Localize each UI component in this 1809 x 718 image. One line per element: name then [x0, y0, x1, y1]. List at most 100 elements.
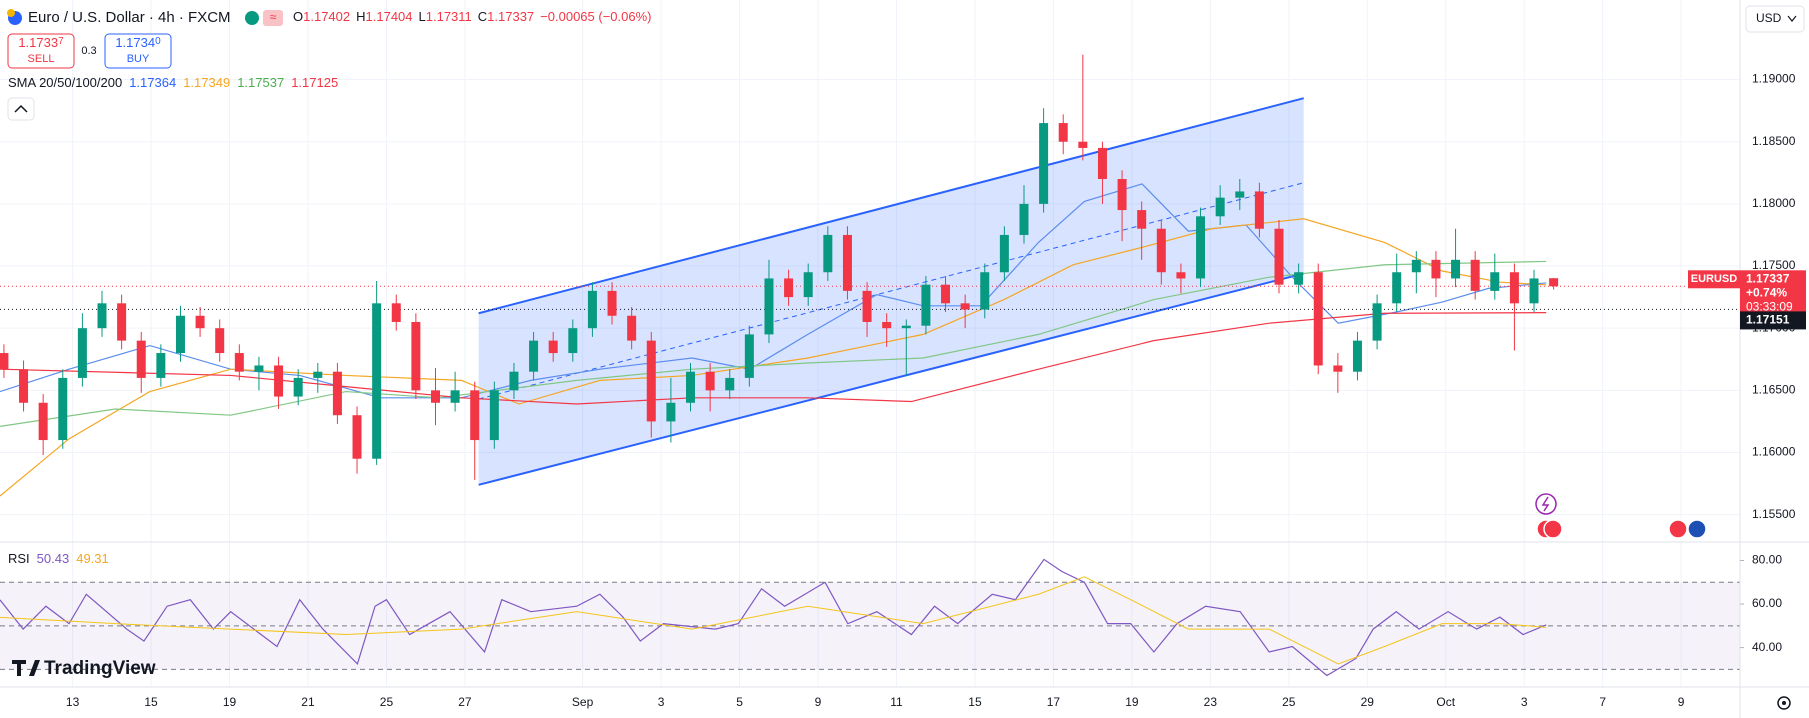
event-icon[interactable]	[1535, 493, 1557, 515]
currency-button[interactable]	[1745, 5, 1805, 33]
currency-chevron	[1787, 15, 1797, 22]
buy-label: BUY	[127, 53, 150, 65]
candle-body	[901, 325, 911, 329]
sma-legend-value: 1.17537	[237, 75, 284, 90]
ohlc-prefix: H	[356, 9, 365, 24]
price-tag: 1.17337+0.74%03:33:09	[1740, 270, 1806, 317]
candle-body	[921, 284, 931, 326]
symbol-tag: EURUSD	[1691, 273, 1738, 285]
candle-body	[705, 371, 715, 391]
symbol-title[interactable]: Euro / U.S. Dollar · 4h · FXCM	[28, 9, 231, 26]
candle-body	[744, 334, 754, 378]
sell-price: 1.17337	[18, 35, 64, 50]
candle-body	[1254, 191, 1264, 229]
candle-body	[97, 303, 107, 329]
channel-lower	[478, 272, 1304, 486]
x-tick-label: 29	[1361, 695, 1375, 709]
candle-body	[0, 353, 9, 370]
candle-body	[1490, 272, 1500, 291]
candle-body	[882, 321, 892, 329]
candle-body	[1549, 278, 1559, 287]
rsi-tick-label: 40.00	[1752, 640, 1782, 654]
rsi-line	[0, 576, 1547, 665]
x-tick-label: Sep	[572, 695, 594, 709]
x-tick-label: 9	[815, 695, 822, 709]
buy-price: 1.17340	[115, 35, 161, 50]
reference-tag-box	[1740, 311, 1806, 330]
x-tick-label: 25	[1282, 695, 1296, 709]
candle-body	[313, 371, 323, 378]
candle-body	[58, 377, 68, 441]
candle-body	[725, 377, 735, 391]
spread: 0.3	[81, 45, 96, 57]
settings-icon[interactable]	[1777, 696, 1791, 710]
y-tick-label: 1.18000	[1752, 196, 1796, 210]
candle-body	[117, 303, 127, 341]
rsi-tick-label: 80.00	[1752, 553, 1782, 567]
settings-icon-center	[1782, 701, 1786, 705]
sma-legend-label: SMA 20/50/100/200	[8, 75, 122, 90]
candle-body	[764, 278, 774, 335]
sma-legend: SMA 20/50/100/200 1.17364 1.17349 1.17537 1.…	[8, 75, 338, 90]
event-flag[interactable]	[1543, 519, 1563, 539]
price-tag-box	[1740, 270, 1806, 317]
sma-line	[0, 312, 1547, 405]
candle-body	[1137, 210, 1147, 229]
rsi-legend: RSI 50.43 49.31	[8, 551, 109, 566]
candle-body	[1215, 197, 1225, 217]
candle-body	[1451, 259, 1461, 279]
candle-body	[1058, 123, 1068, 142]
ohlc-legend: O1.17402 H1.17404 L1.17311 C1.17337 −0.00065…	[293, 9, 651, 24]
x-tick-label: 5	[736, 695, 743, 709]
market-status[interactable]	[245, 11, 259, 25]
price-tag-countdown: 03:33:09	[1746, 299, 1793, 313]
sma-legend-value: 1.17125	[291, 75, 338, 90]
candle-body	[38, 402, 48, 441]
sma-line	[0, 183, 1547, 399]
candle-body	[1176, 272, 1186, 279]
rsi-legend-value: 49.31	[76, 551, 109, 566]
y-tick-label: 1.19000	[1752, 72, 1796, 86]
sma-line	[0, 218, 1547, 497]
candle-body	[1019, 203, 1029, 235]
collapse-icon	[14, 104, 28, 113]
logo-text[interactable]: TradingView	[44, 658, 156, 679]
candle-body	[960, 303, 970, 310]
candle-body	[941, 284, 951, 304]
ohlc-value: 1.17402	[303, 9, 350, 24]
candle-body	[803, 272, 813, 298]
x-tick-label: 17	[1047, 695, 1061, 709]
candle-body	[430, 390, 440, 403]
event-flag[interactable]	[1668, 519, 1688, 539]
candle-body	[489, 390, 499, 441]
price-tag-value: 1.17337	[1746, 271, 1790, 285]
y-tick-label: 1.18500	[1752, 134, 1796, 148]
candle-body	[587, 290, 597, 329]
candle-body	[332, 371, 342, 416]
candle-body	[784, 278, 794, 298]
collapse-button[interactable]	[7, 97, 35, 121]
event-flag[interactable]	[1687, 519, 1707, 539]
candle-body	[548, 340, 558, 354]
data-badge[interactable]	[263, 10, 283, 26]
channel-upper	[478, 97, 1304, 315]
event-icon-bolt	[1541, 496, 1550, 512]
candle-body	[1509, 272, 1519, 304]
y-tick-label: 1.16000	[1752, 445, 1796, 459]
sell-button[interactable]	[7, 33, 75, 69]
candle-body	[293, 377, 303, 397]
candle-body	[568, 328, 578, 354]
y-tick-label: 1.17500	[1752, 258, 1796, 272]
logo-mark	[12, 660, 40, 676]
candle-body	[195, 315, 205, 329]
candle-body	[391, 303, 401, 322]
x-tick-label: 15	[144, 695, 158, 709]
x-tick-label: 3	[1521, 695, 1528, 709]
buy-button[interactable]	[104, 33, 172, 69]
candle-body	[1411, 259, 1421, 273]
candle-body	[1392, 272, 1402, 304]
candle-body	[1156, 228, 1166, 273]
x-tick-label: 23	[1204, 695, 1218, 709]
candle-body	[627, 315, 637, 341]
